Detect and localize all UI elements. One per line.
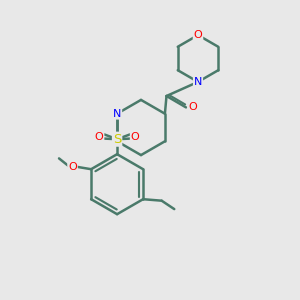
Text: O: O — [95, 131, 103, 142]
Text: O: O — [194, 30, 202, 40]
Text: N: N — [113, 109, 121, 119]
Text: S: S — [113, 133, 121, 146]
Text: O: O — [131, 131, 140, 142]
Text: O: O — [68, 162, 77, 172]
Text: O: O — [188, 102, 197, 112]
Text: N: N — [194, 77, 202, 87]
